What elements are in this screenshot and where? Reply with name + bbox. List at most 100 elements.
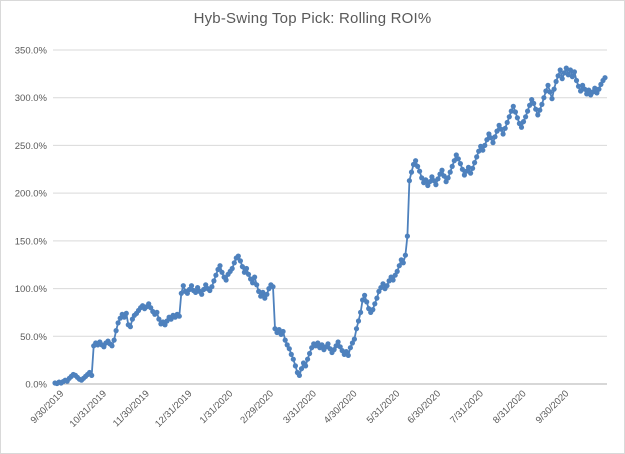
data-point <box>457 161 463 167</box>
y-axis-tick-label: 50.0% <box>20 332 47 343</box>
data-point <box>360 297 366 303</box>
data-point <box>264 291 270 297</box>
y-axis-tick-label: 200.0% <box>15 189 48 200</box>
data-point <box>494 128 500 134</box>
x-axis-tick-label: 1/31/2020 <box>198 388 236 426</box>
data-point <box>290 356 296 362</box>
data-point <box>303 363 309 369</box>
data-point <box>378 285 384 291</box>
data-point <box>245 271 252 277</box>
data-point <box>164 318 170 324</box>
data-point <box>478 143 484 149</box>
data-point <box>109 343 115 349</box>
data-point <box>410 161 417 168</box>
data-point <box>209 284 215 290</box>
data-point <box>465 164 472 170</box>
chart-title: Hyb-Swing Top Pick: Rolling ROI% <box>193 10 432 27</box>
data-point <box>176 313 182 319</box>
data-point <box>431 178 437 184</box>
data-point <box>243 265 250 272</box>
data-point <box>482 142 488 148</box>
data-point <box>506 114 512 120</box>
data-point <box>514 115 521 121</box>
data-point <box>362 292 368 298</box>
x-axis-tick-label: 5/31/2020 <box>365 388 403 426</box>
data-point <box>113 328 119 334</box>
data-point <box>284 342 290 348</box>
data-point <box>417 168 423 174</box>
data-point <box>276 327 282 333</box>
data-point <box>262 295 268 301</box>
data-point <box>596 86 602 92</box>
data-point <box>146 301 152 307</box>
y-axis-labels: 0.0% 50.0% 100.0% 150.0% 200.0% 250.0% 300.0% 3… <box>15 46 48 391</box>
data-point <box>500 131 506 137</box>
data-point <box>154 309 160 315</box>
data-point <box>498 126 504 132</box>
data-point <box>555 73 561 79</box>
data-point <box>598 81 604 87</box>
y-axis-tick-label: 250.0% <box>15 141 48 152</box>
data-point <box>484 137 490 143</box>
data-point <box>602 75 608 81</box>
data-point <box>435 176 441 182</box>
data-point <box>380 281 386 287</box>
data-point <box>207 287 213 294</box>
data-point <box>474 154 480 160</box>
data-point <box>127 324 133 330</box>
x-axis-tick-label: 12/31/2019 <box>153 388 194 429</box>
y-axis-tick-label: 350.0% <box>15 46 48 57</box>
data-point <box>439 167 445 173</box>
x-axis-tick-label: 11/30/2019 <box>111 388 152 429</box>
data-point <box>408 169 415 175</box>
y-axis-tick-label: 100.0% <box>15 284 48 295</box>
data-point <box>510 103 516 109</box>
data-point <box>539 101 545 107</box>
data-point <box>404 233 410 239</box>
data-point <box>573 77 580 84</box>
data-point <box>470 165 476 171</box>
data-point <box>480 147 486 153</box>
data-point <box>254 282 260 288</box>
data-point <box>413 158 419 164</box>
data-point <box>575 83 582 89</box>
data-point <box>229 265 235 272</box>
data-point <box>258 293 264 299</box>
x-axis-tick-label: 2/29/2020 <box>238 388 276 426</box>
data-point <box>441 173 447 179</box>
data-point <box>325 341 331 347</box>
data-point <box>211 278 217 284</box>
data-point <box>531 100 537 106</box>
data-point <box>433 182 439 188</box>
data-point <box>347 345 353 351</box>
x-axis-tick-label: 10/31/2019 <box>68 388 109 429</box>
x-axis-tick-label: 9/30/2019 <box>29 388 67 426</box>
data-point <box>508 108 514 114</box>
data-point <box>364 299 370 305</box>
data-point <box>298 366 305 372</box>
data-point <box>449 163 455 169</box>
data-point <box>280 328 286 335</box>
data-point <box>537 107 543 113</box>
data-point <box>427 179 433 185</box>
data-point <box>437 171 443 177</box>
x-axis-tick-label: 8/31/2020 <box>491 388 529 426</box>
data-point <box>468 170 474 176</box>
data-point <box>402 252 408 258</box>
data-point <box>504 119 510 126</box>
data-point <box>545 82 551 88</box>
data-point <box>384 283 390 289</box>
data-point <box>520 119 527 125</box>
data-point <box>490 140 496 146</box>
data-point <box>219 269 225 275</box>
data-point <box>535 112 541 118</box>
data-point <box>339 348 345 354</box>
data-point <box>527 102 533 108</box>
data-point <box>451 158 457 164</box>
data-point <box>561 70 567 76</box>
data-point <box>199 291 205 297</box>
data-point <box>396 263 402 269</box>
data-point <box>543 88 549 94</box>
data-point <box>567 67 574 73</box>
